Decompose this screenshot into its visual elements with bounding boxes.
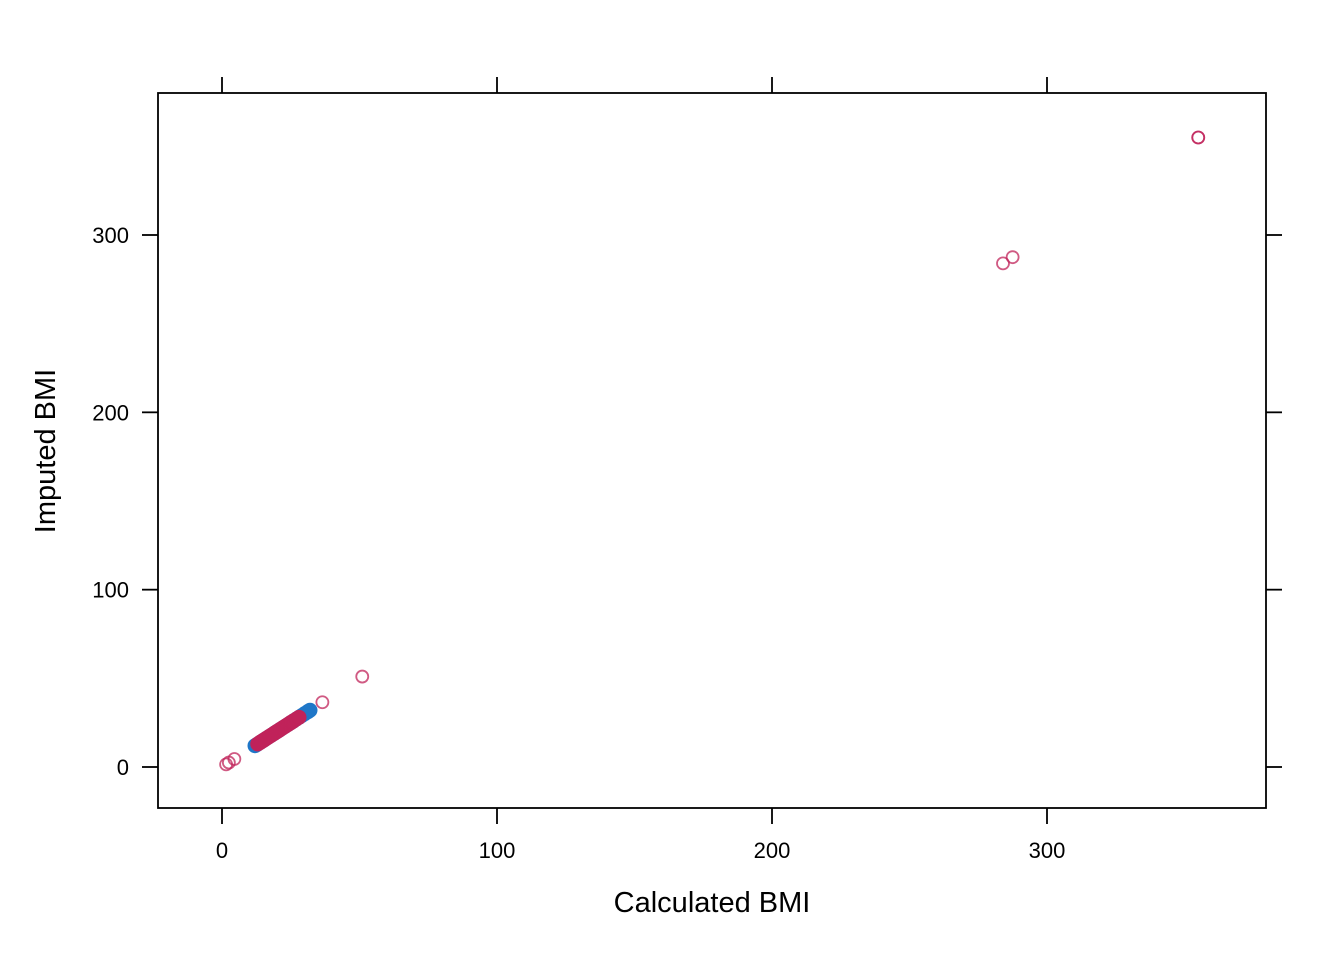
data-point — [1191, 130, 1206, 145]
data-points — [219, 130, 1206, 772]
y-tick-label: 300 — [92, 223, 129, 248]
x-tick-label: 100 — [479, 838, 516, 863]
x-tick-label: 200 — [754, 838, 791, 863]
y-axis-title: Imputed BMI — [30, 369, 62, 533]
plot-frame — [157, 92, 1267, 809]
data-point — [1005, 250, 1020, 265]
data-point — [996, 256, 1010, 271]
y-tick-label: 0 — [117, 755, 129, 780]
y-tick-label: 100 — [92, 578, 129, 603]
x-axis-title: Calculated BMI — [614, 887, 811, 919]
axis-tick-labels: 0 100 200 300 0 100 200 300 — [92, 223, 1065, 863]
y-tick-label: 200 — [92, 400, 129, 425]
data-point — [227, 752, 242, 766]
data-point — [291, 709, 307, 725]
data-point — [302, 702, 318, 718]
data-point — [315, 695, 330, 710]
x-tick-label: 300 — [1029, 838, 1066, 863]
x-tick-label: 0 — [216, 838, 228, 863]
data-point — [355, 669, 370, 684]
axis-ticks — [142, 77, 1282, 824]
